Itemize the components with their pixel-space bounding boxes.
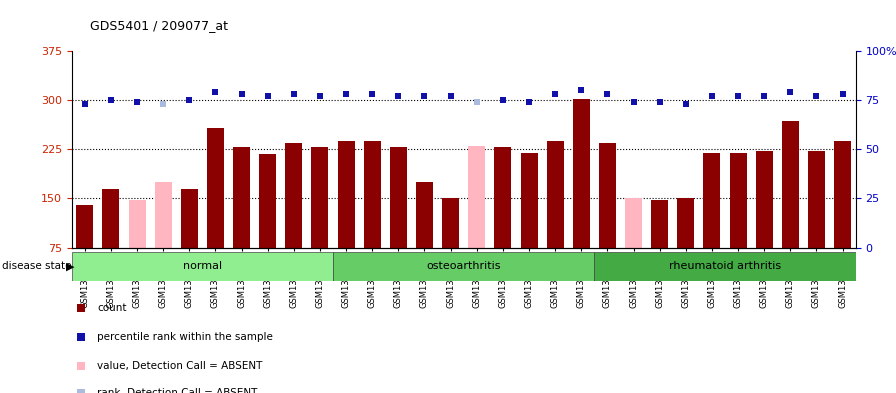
- Point: [74, 334, 89, 340]
- Bar: [390, 147, 407, 248]
- Bar: [442, 198, 459, 248]
- Point: [104, 97, 118, 103]
- Point: [313, 93, 327, 99]
- Bar: [333, 252, 594, 281]
- Bar: [76, 205, 93, 248]
- Bar: [677, 198, 694, 248]
- Bar: [573, 99, 590, 248]
- Point: [365, 91, 379, 97]
- Bar: [181, 189, 198, 248]
- Bar: [782, 121, 799, 248]
- Point: [521, 99, 536, 105]
- Point: [600, 91, 615, 97]
- Bar: [364, 141, 381, 248]
- Point: [548, 91, 563, 97]
- Bar: [651, 200, 668, 248]
- Point: [74, 390, 89, 393]
- Bar: [128, 200, 145, 248]
- Point: [652, 99, 667, 105]
- Point: [757, 93, 771, 99]
- Bar: [72, 252, 333, 281]
- Point: [74, 363, 89, 369]
- Point: [444, 93, 458, 99]
- Text: value, Detection Call = ABSENT: value, Detection Call = ABSENT: [98, 361, 263, 371]
- Point: [809, 93, 823, 99]
- Point: [418, 93, 432, 99]
- Bar: [703, 153, 720, 248]
- Bar: [625, 198, 642, 248]
- Point: [182, 97, 196, 103]
- Point: [78, 101, 92, 107]
- Point: [495, 97, 510, 103]
- Point: [678, 101, 693, 107]
- Bar: [808, 151, 825, 248]
- Point: [705, 93, 719, 99]
- Point: [156, 101, 170, 107]
- Bar: [729, 152, 746, 248]
- Point: [783, 89, 797, 95]
- Point: [574, 87, 589, 94]
- Point: [626, 99, 641, 105]
- Point: [392, 93, 406, 99]
- Point: [208, 89, 222, 95]
- Text: ▶: ▶: [66, 261, 74, 272]
- Bar: [599, 143, 616, 248]
- Point: [235, 91, 249, 97]
- Point: [74, 305, 89, 311]
- Bar: [207, 128, 224, 248]
- Bar: [834, 141, 851, 248]
- Point: [470, 99, 484, 105]
- Text: GDS5401 / 209077_at: GDS5401 / 209077_at: [90, 20, 228, 33]
- Bar: [547, 141, 564, 248]
- Text: count: count: [98, 303, 127, 312]
- Bar: [469, 146, 486, 248]
- Point: [339, 91, 353, 97]
- Bar: [521, 153, 538, 248]
- Text: normal: normal: [183, 261, 222, 271]
- Point: [287, 91, 301, 97]
- Bar: [233, 147, 250, 248]
- Point: [261, 93, 275, 99]
- Point: [731, 93, 745, 99]
- Text: rheumatoid arthritis: rheumatoid arthritis: [669, 261, 781, 271]
- Point: [835, 91, 849, 97]
- Bar: [102, 189, 119, 248]
- Text: osteoarthritis: osteoarthritis: [426, 261, 501, 271]
- Bar: [259, 154, 276, 248]
- Bar: [285, 143, 302, 248]
- Bar: [338, 141, 355, 248]
- Bar: [312, 147, 329, 248]
- Text: rank, Detection Call = ABSENT: rank, Detection Call = ABSENT: [98, 388, 258, 393]
- Text: disease state: disease state: [2, 261, 72, 272]
- Bar: [594, 252, 856, 281]
- Bar: [416, 182, 433, 248]
- Bar: [155, 182, 172, 248]
- Bar: [495, 147, 512, 248]
- Point: [130, 99, 144, 105]
- Text: percentile rank within the sample: percentile rank within the sample: [98, 332, 273, 342]
- Bar: [755, 151, 772, 248]
